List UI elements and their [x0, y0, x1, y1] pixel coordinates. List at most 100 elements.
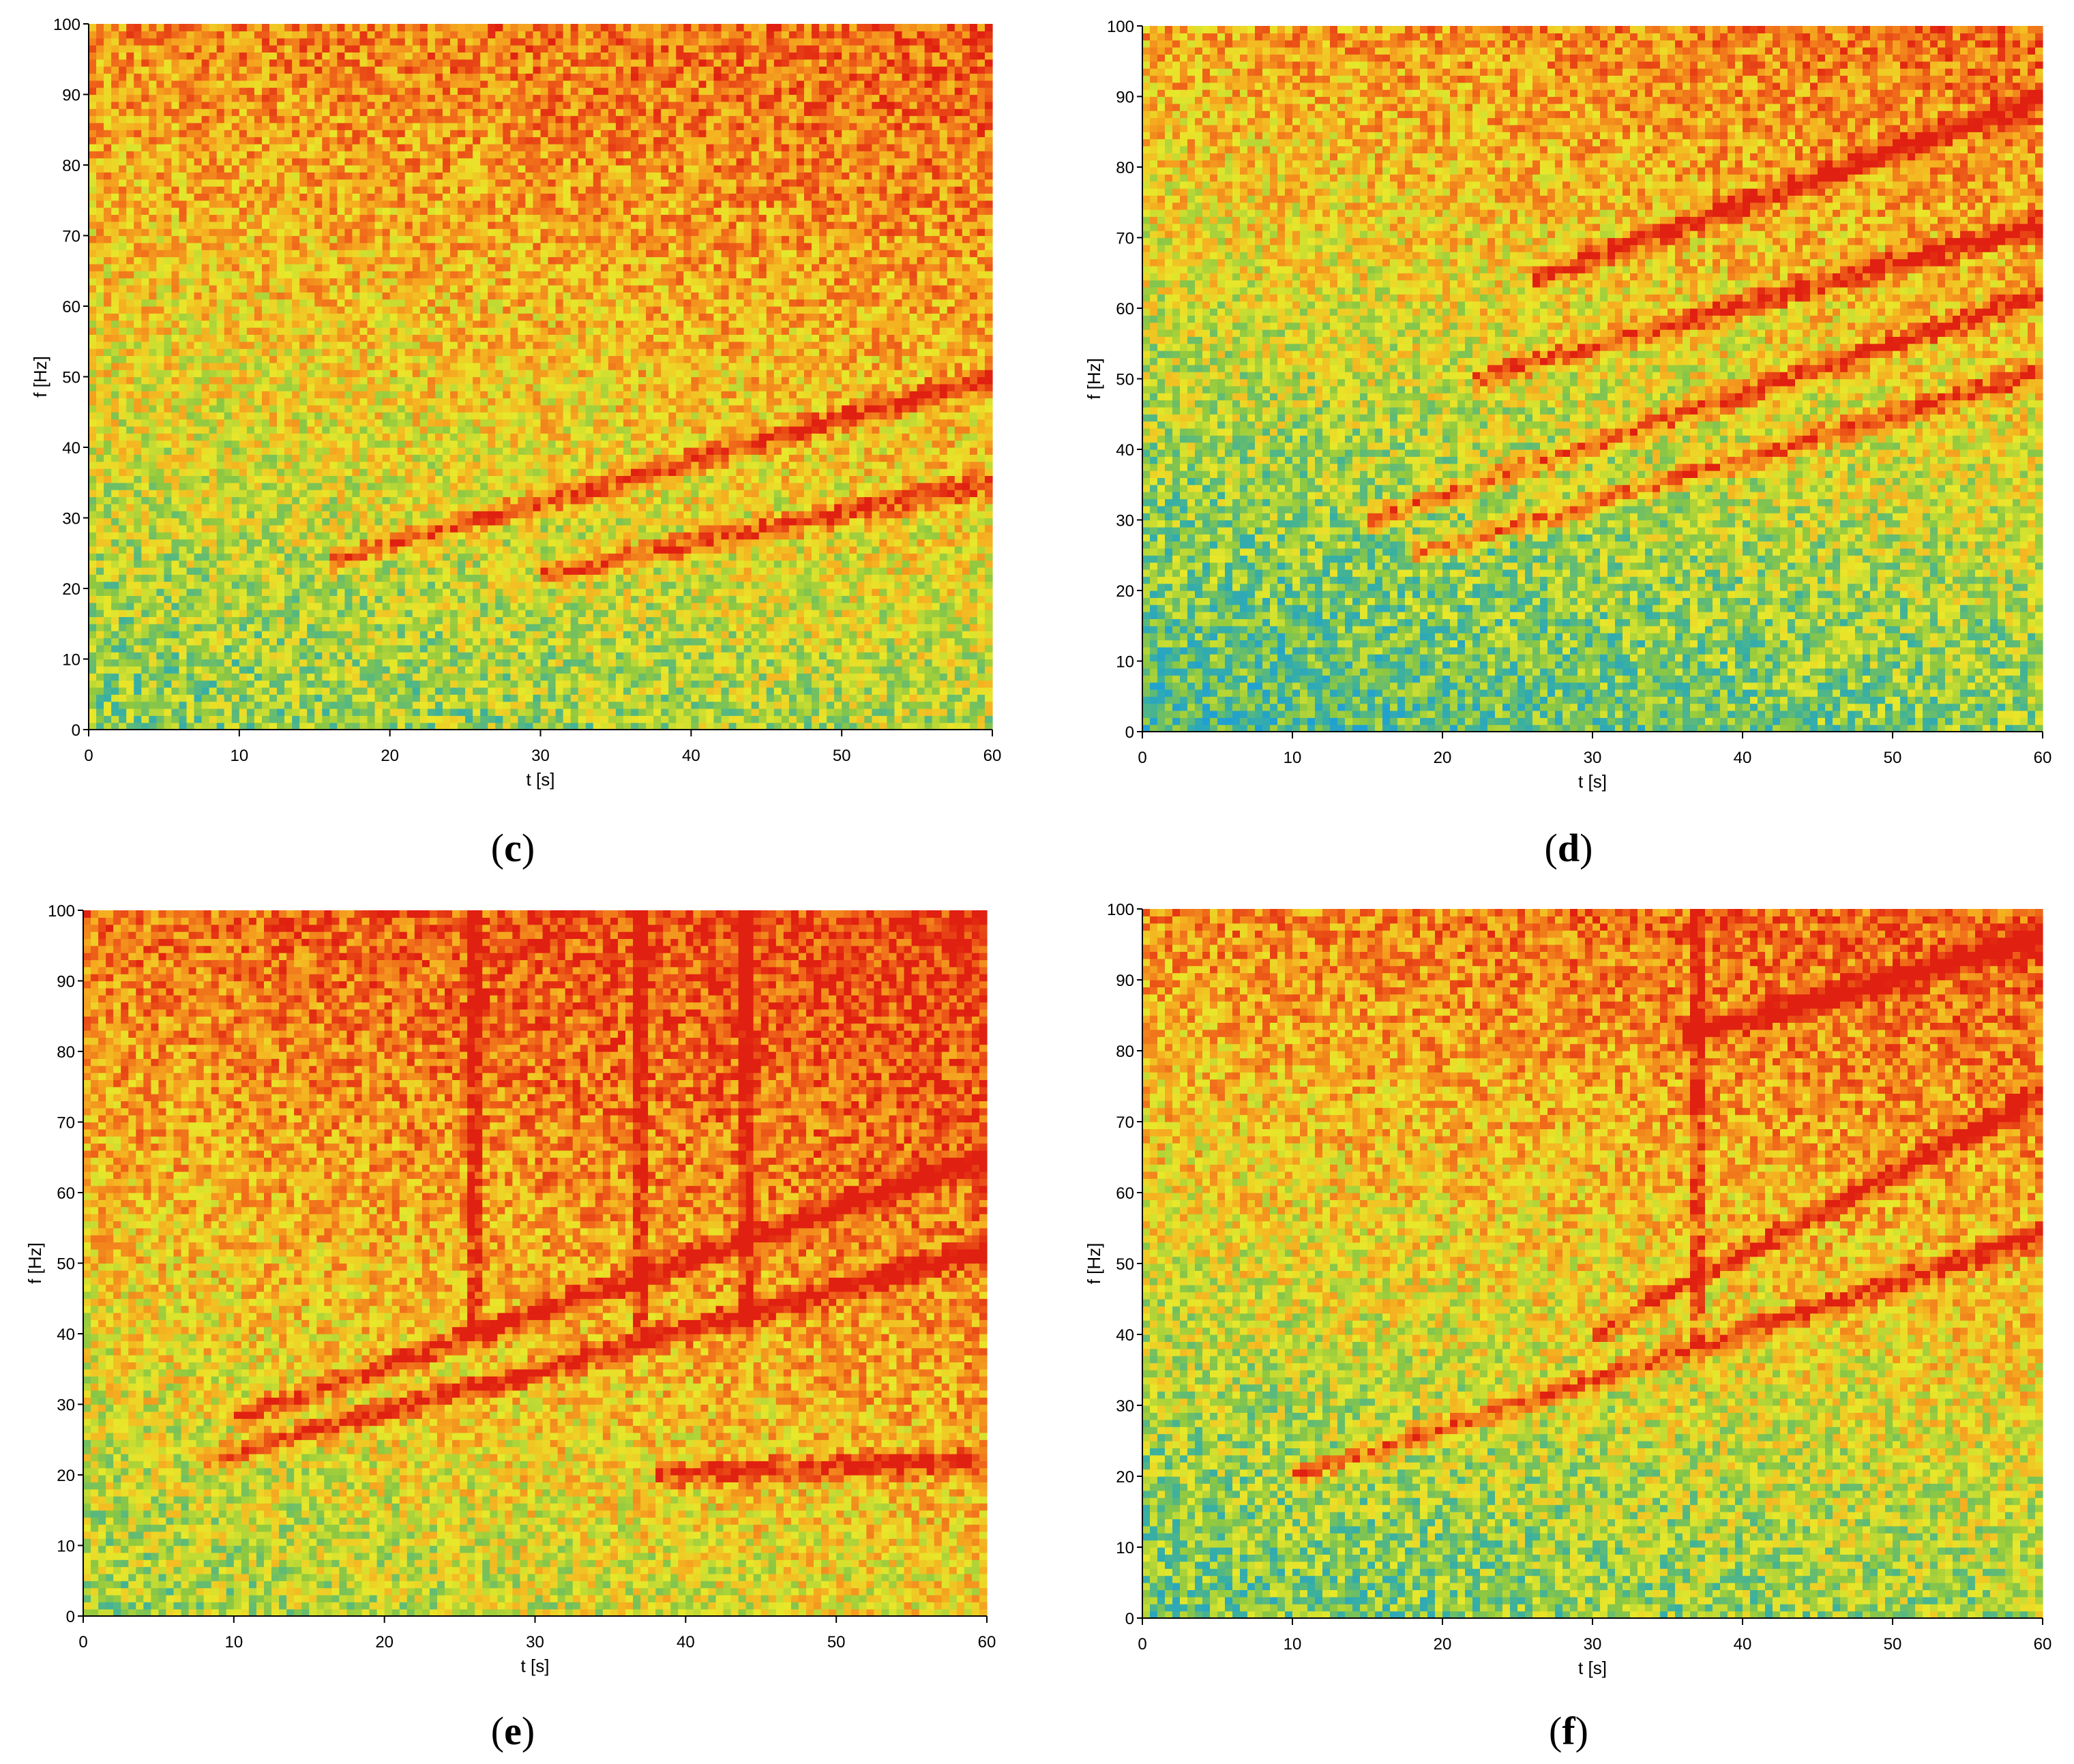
heatmap-cell	[894, 680, 903, 688]
heatmap-cell	[668, 539, 677, 547]
heatmap-cell	[917, 454, 925, 462]
heatmap-cell	[367, 545, 376, 554]
heatmap-cell	[857, 440, 865, 448]
heatmap-cell	[307, 560, 315, 568]
heatmap-cell	[337, 524, 346, 533]
heatmap-cell	[359, 567, 368, 575]
heatmap-cell	[488, 616, 496, 625]
heatmap-cell	[803, 602, 812, 610]
heatmap-cell	[427, 715, 436, 723]
heatmap-cell	[984, 701, 993, 709]
heatmap-cell	[668, 722, 677, 730]
heatmap-cell	[374, 708, 383, 716]
heatmap-cell	[284, 490, 293, 498]
heatmap-cell	[570, 610, 579, 617]
heatmap-cell	[134, 680, 142, 688]
heatmap-cell	[812, 708, 820, 716]
heatmap-cell	[277, 722, 285, 730]
heatmap-cell	[458, 503, 466, 511]
heatmap-cell	[367, 567, 376, 575]
heatmap-cell	[721, 475, 730, 483]
heatmap-cell	[683, 545, 692, 554]
heatmap-cell	[781, 490, 790, 498]
heatmap-cell	[179, 666, 188, 674]
heatmap-cell	[89, 616, 97, 625]
heatmap-cell	[766, 722, 775, 730]
heatmap-cell	[736, 666, 745, 674]
heatmap-cell	[503, 581, 511, 589]
heatmap-cell	[751, 708, 760, 716]
heatmap-cell	[676, 496, 684, 505]
heatmap-cell	[465, 440, 473, 448]
heatmap-cell	[593, 567, 602, 575]
heatmap-cell	[292, 644, 300, 653]
heatmap-cell	[164, 560, 173, 568]
heatmap-cell	[773, 644, 782, 653]
heatmap-cell	[683, 666, 692, 674]
heatmap-cell	[164, 447, 173, 455]
heatmap-cell	[706, 454, 715, 462]
heatmap-cell	[322, 496, 330, 505]
heatmap-cell	[277, 511, 285, 519]
heatmap-cell	[683, 595, 692, 603]
heatmap-cell	[646, 468, 654, 476]
heatmap-cell	[277, 595, 285, 603]
heatmap-cell	[827, 631, 835, 639]
heatmap-cell	[96, 475, 104, 483]
heatmap-cell	[585, 631, 594, 639]
heatmap-cell	[887, 454, 895, 462]
heatmap-cell	[404, 659, 413, 667]
heatmap-cell	[374, 602, 383, 610]
heatmap-cell	[480, 461, 488, 469]
heatmap-cell	[224, 524, 233, 533]
heatmap-cell	[231, 503, 240, 511]
heatmap-cell	[661, 659, 669, 667]
heatmap-cell	[156, 545, 165, 554]
heatmap-cell	[134, 545, 142, 554]
heatmap-cell	[533, 687, 542, 695]
heatmap-cell	[254, 545, 263, 554]
heatmap-cell	[902, 503, 910, 511]
heatmap-cell	[812, 631, 820, 639]
heatmap-cell	[646, 715, 654, 723]
heatmap-cell	[473, 553, 481, 561]
heatmap-cell	[743, 461, 752, 469]
heatmap-cell	[857, 680, 865, 688]
heatmap-cell	[352, 574, 361, 582]
heatmap-cell	[600, 623, 609, 631]
heatmap-cell	[887, 490, 895, 498]
heatmap-cell	[367, 652, 376, 660]
heatmap-cell	[758, 539, 767, 547]
heatmap-cell	[781, 539, 790, 547]
heatmap-cell	[419, 574, 428, 582]
heatmap-cell	[751, 545, 760, 554]
heatmap-cell	[344, 539, 353, 547]
heatmap-cell	[518, 532, 527, 540]
heatmap-cell	[683, 539, 692, 547]
heatmap-cell	[427, 722, 436, 730]
heatmap-cell	[585, 433, 594, 441]
heatmap-cell	[827, 511, 835, 519]
heatmap-cell	[954, 631, 963, 639]
heatmap-cell	[141, 602, 149, 610]
heatmap-cell	[608, 680, 617, 688]
heatmap-cell	[683, 680, 692, 688]
heatmap-cell	[653, 581, 662, 589]
heatmap-cell	[773, 595, 782, 603]
heatmap-cell	[216, 560, 225, 568]
heatmap-cell	[932, 616, 940, 625]
heatmap-cell	[533, 574, 542, 582]
heatmap-cell	[261, 518, 270, 526]
heatmap-cell	[450, 631, 458, 639]
heatmap-cell	[917, 722, 925, 730]
heatmap-cell	[322, 468, 330, 476]
heatmap-cell	[412, 680, 421, 688]
heatmap-cell	[119, 461, 127, 469]
heatmap-cell	[216, 482, 225, 490]
heatmap-cell	[450, 687, 458, 695]
heatmap-cell	[89, 518, 97, 526]
heatmap-cell	[638, 602, 647, 610]
heatmap-cell	[284, 694, 293, 702]
heatmap-cell	[450, 433, 458, 441]
heatmap-cell	[239, 567, 248, 575]
